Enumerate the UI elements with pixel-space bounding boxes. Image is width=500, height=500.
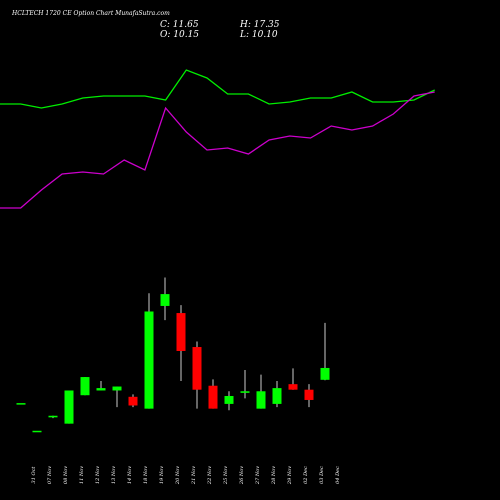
ma-fast-line <box>0 69 435 109</box>
candle-body <box>48 415 58 418</box>
x-tick-label: 26 Nov <box>239 466 245 485</box>
x-axis-ticks: 31 Oct 07 Nov 08 Nov 11 Nov 12 Nov 13 Nov 14 N… <box>31 466 341 485</box>
candle-body <box>64 390 74 424</box>
x-tick-label: 20 Nov <box>175 466 181 485</box>
candle-body <box>16 403 26 405</box>
x-tick-label: 18 Nov <box>143 466 149 484</box>
x-tick-label: 07 Nov <box>47 466 53 484</box>
moving-averages <box>0 69 435 209</box>
candle-body <box>208 385 218 409</box>
x-tick-label: 22 Nov <box>207 466 213 485</box>
candle-body <box>128 396 138 406</box>
candle-body <box>112 386 122 391</box>
candle-body <box>320 367 330 380</box>
candle-body <box>32 430 42 433</box>
x-tick-label: 12 Nov <box>95 466 101 484</box>
close-value: C: 11.65 <box>160 20 199 30</box>
x-tick-label: 03 Dec <box>319 466 325 484</box>
candle-body <box>288 384 298 390</box>
x-tick-label: 02 Dec <box>303 466 309 484</box>
candle-body <box>144 311 154 409</box>
x-tick-label: 13 Nov <box>111 466 117 484</box>
x-tick-label: 19 Nov <box>159 466 165 484</box>
candle-body <box>240 391 250 393</box>
high-value: H: 17.35 <box>239 20 280 30</box>
candle-body <box>192 347 202 390</box>
x-tick-label: 11 Nov <box>79 466 85 484</box>
open-value: O: 10.15 <box>160 30 199 40</box>
x-tick-label: 14 Nov <box>127 466 133 484</box>
candle-body <box>304 389 314 400</box>
x-tick-label: 27 Nov <box>255 466 261 485</box>
candlesticks <box>16 277 330 433</box>
candle-body <box>80 377 90 396</box>
x-tick-label: 28 Nov <box>271 466 277 485</box>
chart-title: HCLTECH 1720 CE Option Chart MunafaSutra… <box>11 10 170 17</box>
x-tick-label: 08 Nov <box>63 466 69 484</box>
x-tick-label: 29 Nov <box>287 466 293 485</box>
x-tick-label: 04 Dec <box>335 466 341 484</box>
ma-slow-line <box>0 91 435 209</box>
candle-body <box>256 391 266 409</box>
x-tick-label: 31 Oct <box>31 466 37 484</box>
candle-body <box>224 396 234 404</box>
candle-body <box>96 388 106 391</box>
candle-body <box>176 313 186 351</box>
x-tick-label: 21 Nov <box>191 466 197 485</box>
candle-body <box>272 388 282 404</box>
candle-body <box>160 294 170 306</box>
low-value: L: 10.10 <box>239 30 278 40</box>
x-tick-label: 25 Nov <box>223 466 229 485</box>
